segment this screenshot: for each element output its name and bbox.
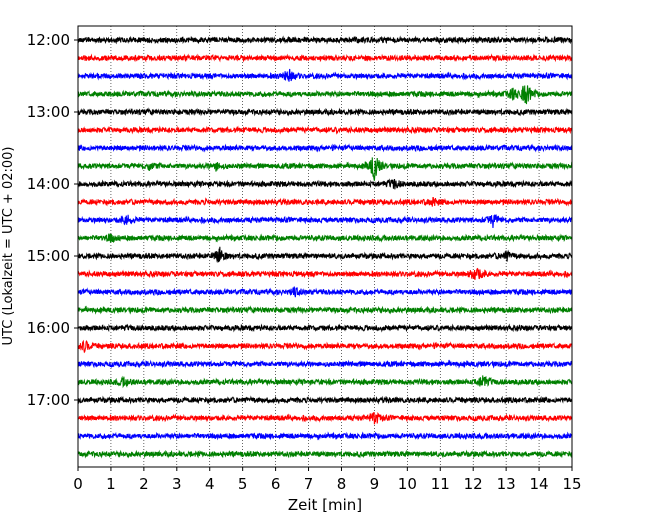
x-axis: 0 1 2 3 4 5 6 7 8 9 10 11 12 13 14 15 xyxy=(73,467,582,493)
x-tick-label: 10 xyxy=(398,475,417,493)
x-tick-label: 4 xyxy=(205,475,215,493)
seismic-trace xyxy=(77,214,573,228)
seismic-trace xyxy=(77,107,573,117)
y-tick-label: 16:00 xyxy=(27,319,70,337)
x-tick-label: 6 xyxy=(271,475,281,493)
seismic-trace xyxy=(77,233,573,243)
seismic-trace xyxy=(77,53,573,63)
x-tick-label: 15 xyxy=(562,475,581,493)
seismic-trace xyxy=(77,339,573,354)
trace-group xyxy=(77,35,573,459)
seismic-trace xyxy=(77,267,573,281)
seismic-trace xyxy=(77,197,573,207)
x-tick-label: 8 xyxy=(337,475,347,493)
seismic-trace xyxy=(77,286,573,298)
x-tick-label: 14 xyxy=(530,475,549,493)
seismic-trace xyxy=(77,411,573,425)
x-tick-label: 3 xyxy=(172,475,182,493)
seismic-trace xyxy=(77,305,573,315)
seismic-trace xyxy=(77,395,573,405)
seismic-trace xyxy=(77,143,573,153)
plot-area xyxy=(78,26,572,467)
x-tick-label: 2 xyxy=(139,475,149,493)
seismic-trace xyxy=(77,246,573,263)
y-tick-label: 15:00 xyxy=(27,247,70,265)
seismic-trace xyxy=(77,431,573,441)
seismic-trace xyxy=(77,35,573,45)
seismic-trace xyxy=(77,68,573,82)
x-tick-label: 9 xyxy=(370,475,380,493)
seismic-trace xyxy=(77,375,573,389)
x-tick-label: 13 xyxy=(497,475,516,493)
y-tick-label: 13:00 xyxy=(27,103,70,121)
x-tick-label: 7 xyxy=(304,475,314,493)
seismic-trace xyxy=(77,157,573,181)
y-axis-label: UTC (Lokalzeit = UTC + 02:00) xyxy=(1,147,16,346)
x-tick-label: 12 xyxy=(464,475,483,493)
y-tick-label: 12:00 xyxy=(27,31,70,49)
plot-frame xyxy=(77,25,573,468)
seismic-trace xyxy=(77,85,573,105)
seismic-trace xyxy=(77,449,573,459)
y-tick-label: 17:00 xyxy=(27,391,70,409)
seismic-trace xyxy=(77,323,573,333)
seismic-trace xyxy=(77,125,573,135)
seismic-trace xyxy=(77,178,573,190)
x-tick-label: 5 xyxy=(238,475,248,493)
y-tick-label: 14:00 xyxy=(27,175,70,193)
x-tick-label: 11 xyxy=(431,475,450,493)
x-tick-label: 1 xyxy=(106,475,116,493)
y-axis: 12:00 13:00 14:00 15:00 16:00 17:00 xyxy=(27,31,78,409)
x-tick-label: 0 xyxy=(73,475,83,493)
x-axis-label: Zeit [min] xyxy=(288,496,362,514)
seismic-trace xyxy=(77,359,573,369)
